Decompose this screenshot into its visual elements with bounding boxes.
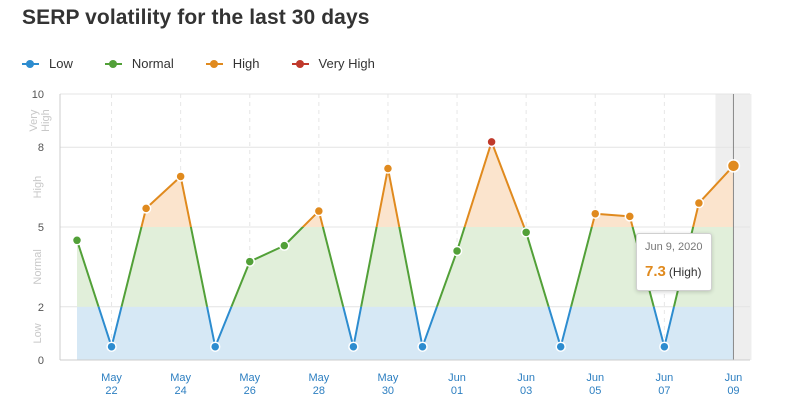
band-label-normal: Normal [32, 249, 44, 284]
y-tick-label: 0 [38, 355, 44, 367]
data-point [694, 199, 703, 208]
data-point [453, 246, 462, 255]
band-label-low: Low [32, 323, 44, 343]
data-point [727, 160, 739, 172]
tooltip-value-row: 7.3 (High) [645, 263, 711, 280]
data-point [107, 342, 116, 351]
band-label-very-high: VeryHigh [28, 109, 52, 132]
band-label-high: High [32, 176, 44, 199]
data-point [314, 207, 323, 216]
tooltip-level: (High) [669, 265, 702, 279]
x-tick-label: May 26 [239, 372, 260, 397]
y-tick-label: 2 [38, 302, 44, 314]
x-tick-label: May 24 [170, 372, 191, 397]
data-point [383, 164, 392, 173]
x-tick-label: May 30 [378, 372, 399, 397]
tooltip-date: Jun 9, 2020 [645, 241, 711, 253]
data-point [245, 257, 254, 266]
data-point [280, 241, 289, 250]
data-point [73, 236, 82, 245]
data-point [142, 204, 151, 213]
x-tick-label: May 22 [101, 372, 122, 397]
x-tick-label: Jun 05 [586, 372, 604, 397]
chart-tooltip: Jun 9, 2020 7.3 (High) [636, 233, 712, 291]
y-tick-label: 8 [38, 142, 44, 154]
x-tick-label: Jun 09 [725, 372, 743, 397]
x-tick-label: May 28 [308, 372, 329, 397]
y-tick-label: 10 [32, 89, 44, 101]
x-tick-label: Jun 01 [448, 372, 466, 397]
data-point [487, 137, 496, 146]
data-point [660, 342, 669, 351]
tooltip-value: 7.3 [645, 263, 666, 280]
data-point [591, 209, 600, 218]
data-point [625, 212, 634, 221]
data-point [176, 172, 185, 181]
x-tick-label: Jun 07 [655, 372, 673, 397]
data-point [211, 342, 220, 351]
data-point [522, 228, 531, 237]
data-point [556, 342, 565, 351]
y-tick-label: 5 [38, 222, 44, 234]
data-point [349, 342, 358, 351]
data-point [418, 342, 427, 351]
x-tick-label: Jun 03 [517, 372, 535, 397]
